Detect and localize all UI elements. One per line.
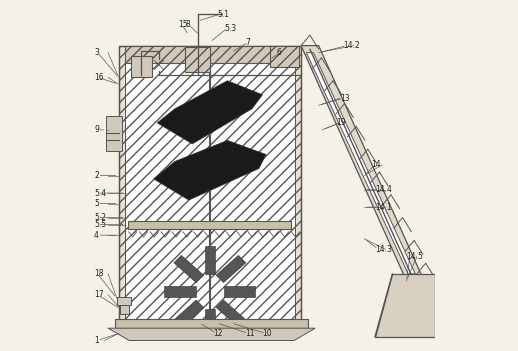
Text: 11: 11 [245,329,254,338]
Text: 5.5: 5.5 [94,220,106,229]
Text: 7: 7 [245,38,250,47]
Polygon shape [306,53,415,274]
Text: 14.4: 14.4 [375,185,392,194]
Text: 9: 9 [94,125,99,134]
Text: 3: 3 [94,48,99,57]
Polygon shape [154,140,266,200]
Text: 8: 8 [185,20,190,29]
Text: 4: 4 [94,231,99,240]
Text: 16: 16 [94,73,104,82]
Text: 6: 6 [277,48,281,57]
Polygon shape [157,81,263,144]
Polygon shape [174,300,204,327]
Bar [185,47,210,72]
Text: 19: 19 [336,118,346,127]
Text: 17: 17 [94,290,104,299]
Text: 14: 14 [371,160,381,170]
Polygon shape [108,328,315,340]
Text: 10: 10 [263,329,272,338]
Bar [119,46,301,333]
Text: 13: 13 [340,94,349,103]
Polygon shape [375,274,435,337]
Text: 5.4: 5.4 [94,188,106,198]
Polygon shape [216,255,246,283]
Text: 12: 12 [213,329,223,338]
Polygon shape [224,286,255,297]
Text: 18: 18 [94,269,104,278]
Text: 5.2: 5.2 [94,213,106,222]
Circle shape [153,59,165,71]
Bar [269,46,299,67]
Bar [125,46,295,63]
Text: 14.5: 14.5 [407,252,423,261]
Polygon shape [164,286,196,297]
Bar [115,319,308,328]
Text: 5: 5 [94,199,99,208]
Bar [131,56,152,77]
Bar [117,297,131,305]
Text: 2: 2 [94,171,99,180]
Bar [106,116,122,151]
Bar [119,46,301,333]
Text: 5.1: 5.1 [217,9,229,19]
Text: 1: 1 [94,336,99,345]
Text: 14.3: 14.3 [375,245,392,254]
Polygon shape [216,300,246,327]
Polygon shape [205,309,215,337]
Text: 14.2: 14.2 [343,41,360,50]
Bar [128,221,291,229]
Polygon shape [174,255,204,283]
Text: 5.3: 5.3 [224,24,236,33]
Text: 15: 15 [178,20,188,29]
Text: 14.1: 14.1 [375,203,392,212]
Polygon shape [205,246,215,274]
Polygon shape [301,46,424,281]
Bar [120,305,129,314]
Ellipse shape [197,276,222,307]
Bar [125,52,295,327]
